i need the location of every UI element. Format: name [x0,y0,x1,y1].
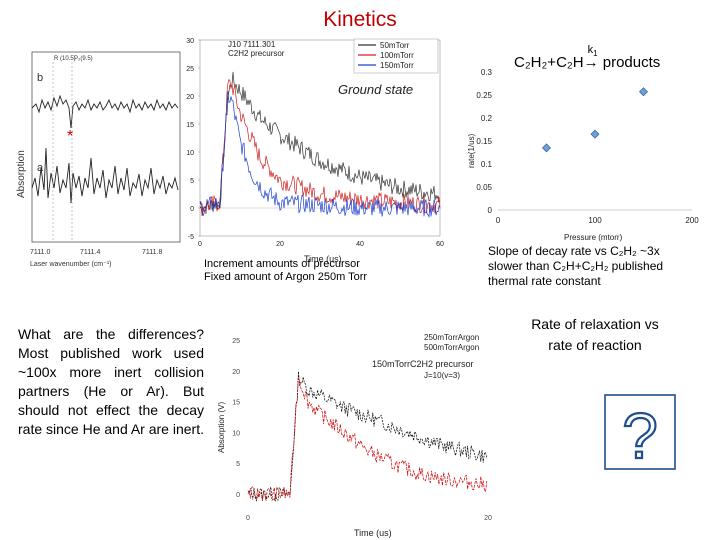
rate-data-point [590,129,600,139]
spectrum-x-tick: 7111.8 [142,249,162,256]
rate-data-point [542,143,551,153]
decay-x-tick: 60 [436,241,444,248]
decay-y-tick: 15 [186,122,194,129]
spectrum-x-tick: 7111.4 [80,249,100,256]
rate-y-tick: 0.2 [481,114,493,123]
rate-y-tick: 0.1 [481,160,493,169]
rate-y-tick: 0.05 [476,183,492,192]
compare-x-tick: 0 [246,515,250,522]
decay-plot: J10 7111.301 C2H2 precursor 50mTorr100mT… [186,38,444,264]
caption-right-line: slower than C₂H+C₂H₂ published [488,259,664,273]
compare-legend-label: 500mTorrArgon [424,343,479,352]
reaction-equation: C₂H₂+C₂H k1 → products [514,44,661,71]
ground-state-label: Ground state [338,82,413,97]
rate-x-label: Pressure (mtorr) [564,233,623,242]
decay-legend-label: 100mTorr [380,51,414,60]
rate-x-tick: 200 [685,216,699,225]
compare-y-tick: 10 [232,430,240,437]
compare-y-tick: 20 [232,369,240,376]
compare-legend-label: 250mTorrArgon [424,333,479,342]
reaction-rhs: products [602,54,661,71]
rate-plot: 0 0.05 0.1 0.15 0.2 0.25 0.3 0 100 200 rate(1/us… [467,68,699,242]
compare-y-tick: 5 [236,461,240,468]
reaction-arrow: k1 → [583,44,599,71]
compare-y-tick: 25 [232,338,240,345]
reaction-lhs: C₂H₂+C₂H [514,54,584,71]
caption-right-line: thermal rate constant [488,274,601,288]
decay-y-tick: 10 [186,150,194,157]
compare-legend-label: J=10(v=3) [424,371,460,380]
compare-legend-label: 150mTorrC2H2 precursor [372,359,474,369]
compare-series-line [247,371,488,502]
rate-x-tick: 100 [588,216,602,225]
compare-y-label: Absorption (V) [217,402,226,453]
decay-legend-label: 50mTorr [380,41,410,50]
spectrum-x-tick: 7111.0 [30,249,50,256]
decay-series-line [199,78,441,216]
caption-left-line: Fixed amount of Argon 250m Torr [204,271,368,283]
decay-y-tick: 30 [186,38,194,45]
decay-y-tick: 5 [190,178,194,185]
rate-y-tick: 0 [488,206,493,215]
spectrum-marker: * [67,128,73,145]
spectrum-plot: R (10.5) P₂(9.5) b a * Absorption 7111.0… [16,51,181,268]
decay-title-line1: J10 7111.301 [228,40,276,49]
question-text: What are the differences? Most published… [18,326,204,437]
compare-y-tick: 15 [232,400,240,407]
spectrum-line-label: R (10.5) [54,56,76,62]
decay-y-tick: 20 [186,94,194,101]
spectrum-frame [31,51,181,243]
spectrum-trace-label-b: b [37,72,43,84]
rate-y-tick: 0.25 [476,91,492,100]
caption-right: Slope of decay rate vs C₂H₂ ~3x slower t… [488,244,663,289]
rate-y-tick: 0.15 [476,137,492,146]
compare-x-tick: 20 [484,515,492,522]
decay-y-tick: 0 [190,206,194,213]
decay-x-label: Time (us) [304,254,342,264]
decay-x-tick: 0 [198,241,202,248]
compare-series-line [247,377,488,502]
rate-x-tick: 0 [496,216,501,225]
spectrum-trace-a [31,147,179,204]
spectrum-line-label: P₂(9.5) [74,56,93,62]
caption-left: Increment amounts of precursor Fixed amo… [204,258,367,284]
caption-left-line: Increment amounts of precursor [204,258,360,270]
question-mark-icon: ? [604,394,676,470]
rate-data-point [639,87,648,97]
spectrum-trace-label-a: a [37,162,44,174]
decay-y-tick: 25 [186,66,194,73]
spectrum-trace-b [31,94,179,129]
decay-series-line [199,71,441,215]
slide-title: Kinetics [323,8,397,31]
compare-legend: 250mTorrArgon 500mTorrArgon 150mTorrC2H2… [372,330,496,380]
relaxation-line: Rate of relaxation vs [531,316,659,332]
decay-title-line2: C2H2 precursor [228,49,285,58]
spectrum-x-label: Laser wavenumber (cm⁻¹) [30,261,112,268]
compare-x-label: Time (us) [354,528,392,538]
rate-y-label: rate(1/us) [467,133,476,168]
decay-series-line [199,91,441,218]
svg-text:?: ? [622,400,658,470]
decay-x-tick: 20 [276,241,284,248]
decay-y-tick: -5 [188,234,194,241]
decay-x-tick: 40 [356,241,364,248]
compare-y-tick: 0 [236,492,240,499]
rate-y-tick: 0.3 [481,68,493,77]
spectrum-y-label: Absorption [16,150,27,198]
decay-legend-label: 150mTorr [380,61,414,70]
relaxation-line: rate of reaction [548,337,642,353]
caption-right-line: Slope of decay rate vs C₂H₂ ~3x [488,244,660,258]
relaxation-text: Rate of relaxation vs rate of reaction [520,314,670,356]
rate-constant-label: k1 [587,44,598,59]
decay-title: J10 7111.301 C2H2 precursor [228,40,285,58]
